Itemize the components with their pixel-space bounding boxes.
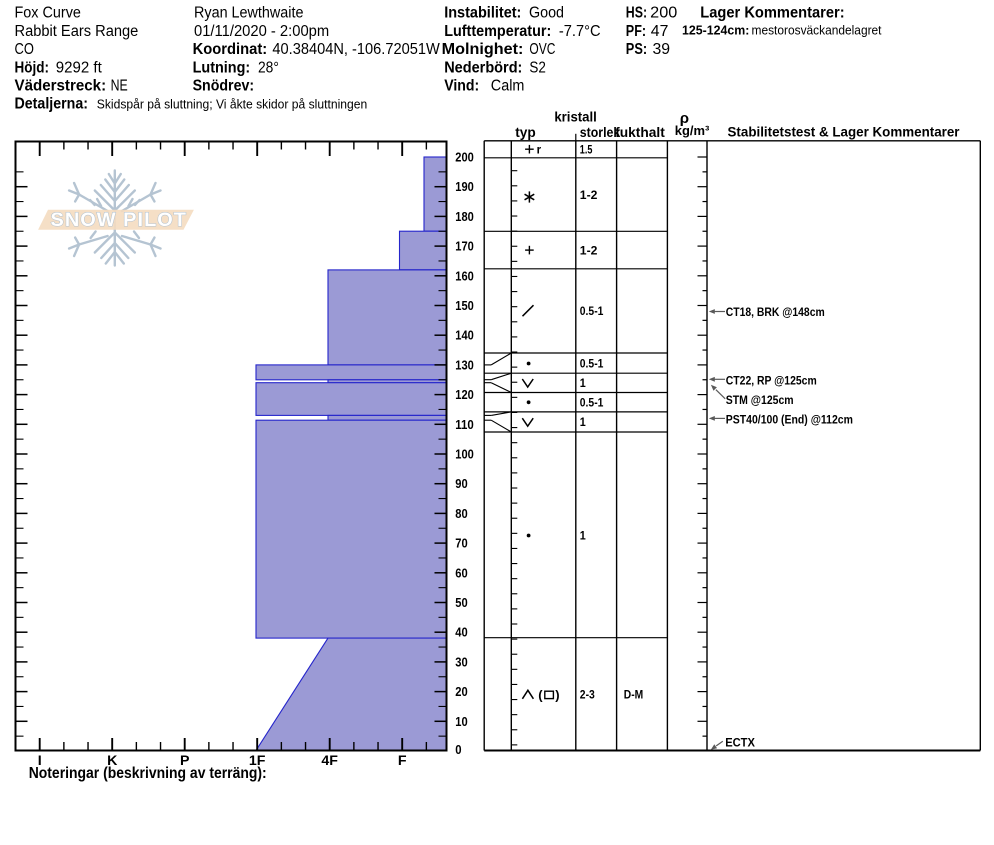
svg-text:HS:: HS: [626,5,647,22]
svg-text:fukthalt: fukthalt [615,124,665,140]
svg-text:Ryan Lewthwaite: Ryan Lewthwaite [194,5,304,22]
svg-text:0.5-1: 0.5-1 [580,356,604,370]
svg-text:P: P [180,753,189,769]
svg-text:Lufttemperatur:: Lufttemperatur: [444,23,551,40]
svg-text:90: 90 [455,476,467,491]
svg-text:ρ: ρ [680,110,689,127]
svg-text:180: 180 [455,209,474,224]
svg-text:K: K [107,753,118,769]
svg-text:01/11/2020 - 2:00pm: 01/11/2020 - 2:00pm [194,23,329,40]
svg-text:1: 1 [580,376,586,390]
svg-text:1-2: 1-2 [580,243,598,257]
svg-text:10: 10 [455,714,467,729]
svg-text:125-124cm:: 125-124cm: [682,23,749,37]
svg-text:(: ( [538,688,543,703]
svg-text:47: 47 [651,23,669,40]
svg-text:Vind:: Vind: [444,78,479,95]
svg-text:CT22, RP @125cm: CT22, RP @125cm [726,374,817,388]
svg-text:9292 ft: 9292 ft [56,59,103,76]
svg-text:80: 80 [455,506,467,521]
svg-text:Höjd:: Höjd: [15,59,50,76]
svg-text:storlek: storlek [580,124,621,140]
svg-text:28°: 28° [258,59,279,76]
svg-text:50: 50 [455,595,467,610]
svg-text:I: I [38,753,42,769]
svg-text:140: 140 [455,328,474,343]
svg-text:40.38404N, -106.72051W: 40.38404N, -106.72051W [272,41,440,58]
svg-text:kristall: kristall [554,108,597,124]
svg-text:Snödrev:: Snödrev: [193,78,255,95]
svg-text:mestorosväckandelagret: mestorosväckandelagret [752,23,882,37]
svg-text:70: 70 [455,536,467,551]
svg-text:): ) [555,688,559,703]
svg-text:20: 20 [455,684,467,699]
svg-text:39: 39 [653,41,671,58]
svg-text:Nederbörd:: Nederbörd: [444,59,522,76]
svg-text:Lager Kommentarer:: Lager Kommentarer: [700,5,844,22]
svg-text:typ: typ [515,124,536,140]
svg-text:STM @125cm: STM @125cm [726,393,794,407]
svg-text:S2: S2 [529,59,546,76]
svg-text:0: 0 [455,742,461,757]
svg-text:110: 110 [455,417,474,432]
svg-text:kg/m³: kg/m³ [675,123,710,138]
svg-text:Skidspår på sluttning; Vi åkt: Skidspår på sluttning; Vi åkte skidor på… [97,97,367,112]
svg-text:200: 200 [650,5,677,22]
svg-text:60: 60 [455,565,467,580]
svg-text:-7.7°C: -7.7°C [559,23,601,40]
svg-text:2-3: 2-3 [580,687,595,701]
svg-text:120: 120 [455,387,474,402]
svg-text:170: 170 [455,239,474,254]
svg-text:0.5-1: 0.5-1 [580,304,604,318]
svg-text:OVC: OVC [529,41,555,58]
svg-text:D-M: D-M [624,687,644,701]
svg-text:130: 130 [455,357,474,372]
svg-text:CO: CO [15,41,34,58]
svg-text:Calm: Calm [491,78,525,95]
svg-text:1-2: 1-2 [580,188,598,202]
svg-text:Fox Curve: Fox Curve [15,5,81,22]
svg-text:Lutning:: Lutning: [193,59,251,76]
svg-text:Good: Good [529,5,564,22]
svg-text:Instabilitet:: Instabilitet: [444,5,521,22]
svg-text:40: 40 [455,625,467,640]
svg-text:150: 150 [455,298,474,313]
svg-text:Koordinat:: Koordinat: [193,41,268,58]
svg-text:PST40/100 (End) @112cm: PST40/100 (End) @112cm [726,413,853,427]
svg-text:160: 160 [455,268,474,283]
svg-text:r: r [537,144,542,156]
svg-text:Detaljerna:: Detaljerna: [15,96,89,113]
svg-text:NE: NE [111,78,128,95]
svg-text:Rabbit Ears Range: Rabbit Ears Range [15,23,139,40]
svg-text:4F: 4F [321,753,338,769]
svg-text:SNOW PILOT: SNOW PILOT [51,210,188,231]
svg-text:0.5-1: 0.5-1 [580,395,604,409]
svg-text:1.5: 1.5 [580,143,593,157]
svg-text:PS:: PS: [626,41,647,58]
svg-text:190: 190 [455,179,474,194]
svg-text:ECTX: ECTX [725,735,755,749]
svg-text:1: 1 [580,529,586,543]
svg-text:Noteringar (beskrivning av ter: Noteringar (beskrivning av terräng): [29,765,267,782]
svg-text:200: 200 [455,150,474,165]
svg-text:CT18, BRK @148cm: CT18, BRK @148cm [726,305,825,319]
svg-text:PF:: PF: [626,23,646,40]
svg-text:30: 30 [455,654,467,669]
svg-text:1F: 1F [249,753,266,769]
svg-text:100: 100 [455,447,474,462]
svg-text:Molnighet:: Molnighet: [442,41,524,58]
svg-text:Stabilitetstest & Lager Kommen: Stabilitetstest & Lager Kommentarer [728,124,961,139]
svg-text:Väderstreck:: Väderstreck: [15,78,107,95]
svg-text:F: F [398,753,407,769]
svg-text:1: 1 [580,415,586,429]
